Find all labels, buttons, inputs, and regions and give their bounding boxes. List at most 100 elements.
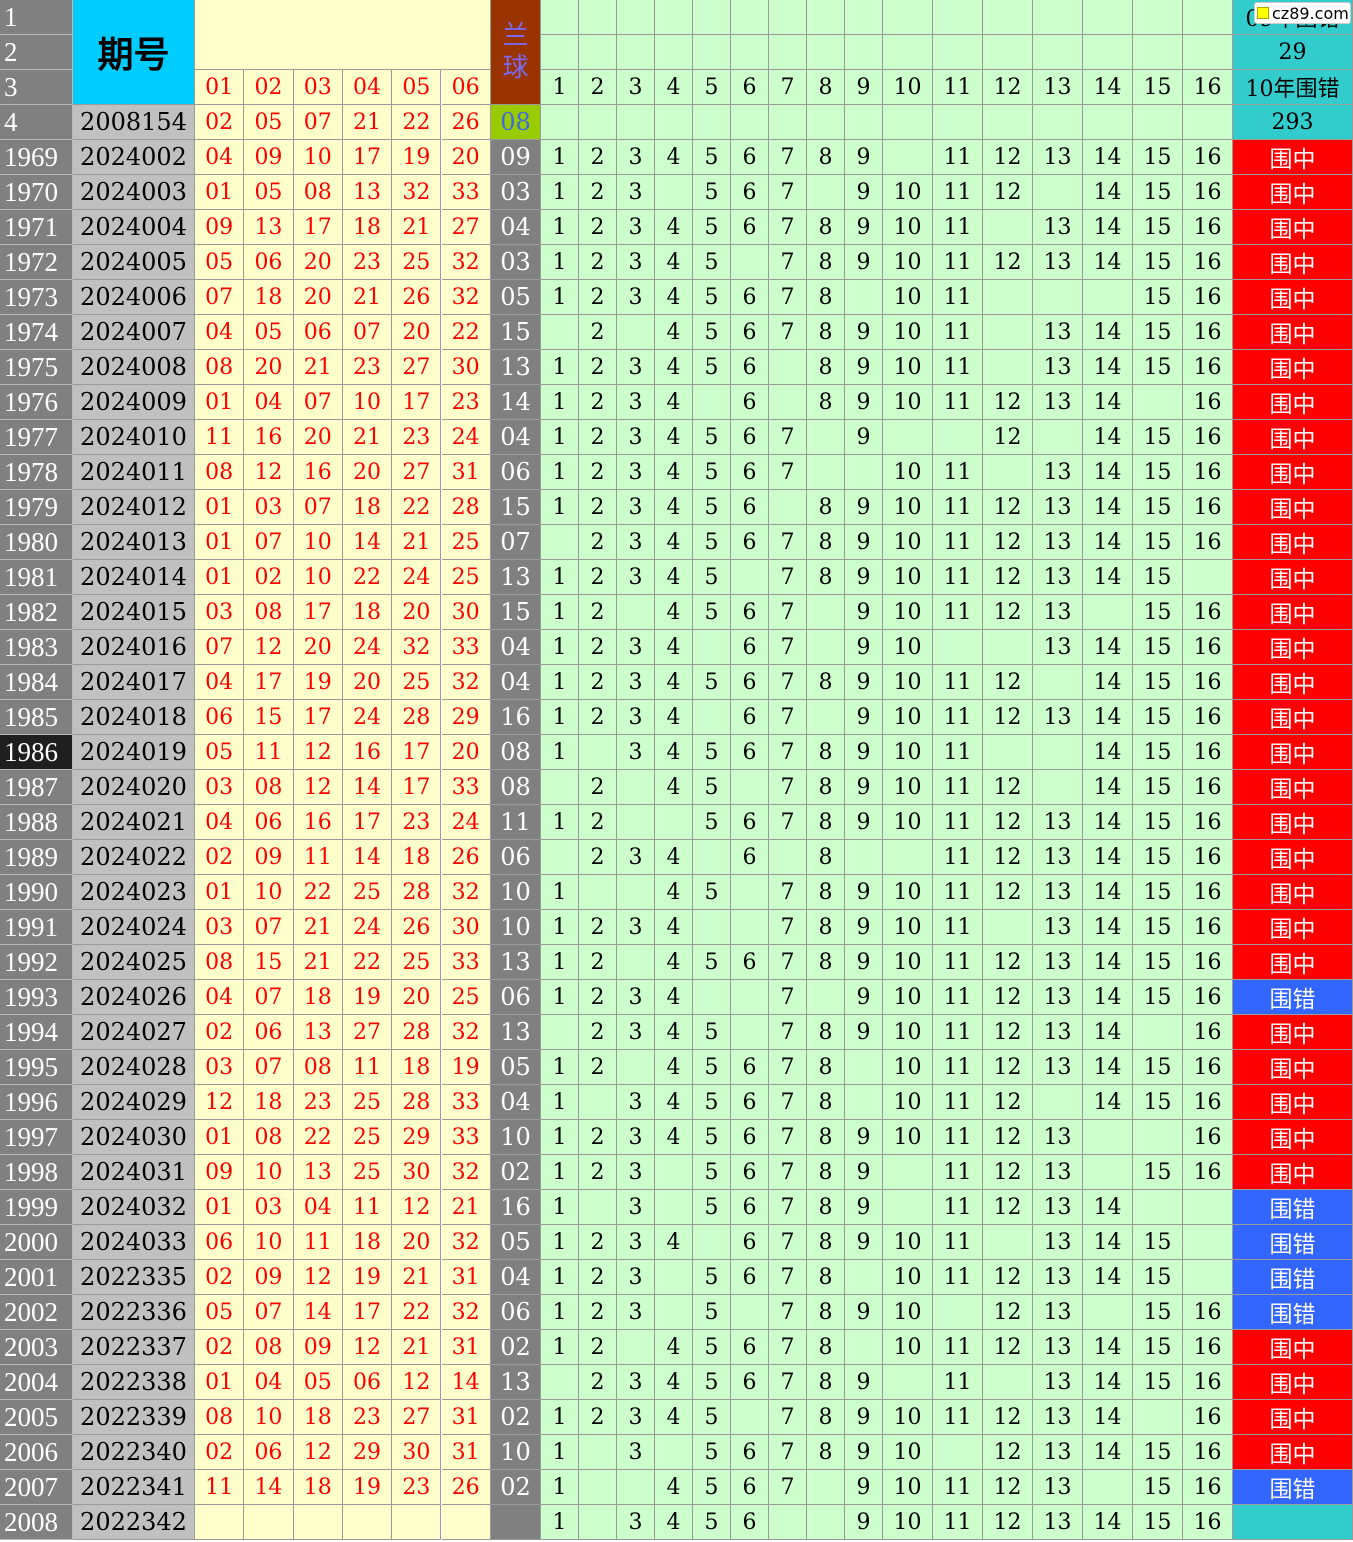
row-header[interactable]: 1987 xyxy=(0,770,73,805)
candidate-cell[interactable]: 12 xyxy=(983,1400,1033,1435)
row-header[interactable]: 1969 xyxy=(0,140,73,175)
candidate-cell[interactable]: 12 xyxy=(983,1470,1033,1505)
red-ball-cell[interactable]: 03 xyxy=(244,1190,294,1225)
candidate-cell[interactable]: 9 xyxy=(845,1295,883,1330)
grid-cell[interactable] xyxy=(693,105,731,140)
candidate-cell[interactable]: 16 xyxy=(1183,595,1233,630)
result-cell[interactable]: 围中 xyxy=(1233,770,1353,805)
candidate-cell[interactable]: 6 xyxy=(731,805,769,840)
red-ball-cell[interactable]: 12 xyxy=(293,1435,343,1470)
red-ball-cell[interactable]: 17 xyxy=(342,805,393,840)
candidate-cell[interactable]: 11 xyxy=(933,175,983,210)
issue-number[interactable]: 2022338 xyxy=(73,1365,195,1400)
row-header[interactable]: 4 xyxy=(0,105,73,140)
red-ball-cell[interactable]: 16 xyxy=(244,420,294,455)
red-ball-cell[interactable]: 18 xyxy=(293,1470,343,1505)
candidate-cell[interactable]: 13 xyxy=(1033,315,1083,350)
candidate-cell[interactable]: 5 xyxy=(693,770,731,805)
row-header[interactable]: 1975 xyxy=(0,350,73,385)
blue-ball-cell[interactable]: 08 xyxy=(491,735,541,770)
issue-number[interactable]: 2024013 xyxy=(73,525,195,560)
candidate-cell[interactable]: 7 xyxy=(769,1295,807,1330)
candidate-cell[interactable]: 2 xyxy=(579,175,617,210)
issue-number[interactable]: 2024016 xyxy=(73,630,195,665)
candidate-cell[interactable]: 8 xyxy=(807,770,845,805)
red-ball-cell[interactable]: 04 xyxy=(195,980,245,1015)
red-ball-cell[interactable]: 18 xyxy=(392,840,442,875)
candidate-cell[interactable] xyxy=(983,455,1033,490)
red-ball-cell[interactable]: 24 xyxy=(441,420,491,455)
red-ball-cell[interactable]: 05 xyxy=(195,245,245,280)
candidate-cell[interactable]: 6 xyxy=(731,420,769,455)
candidate-cell[interactable]: 8 xyxy=(807,385,845,420)
candidate-cell[interactable] xyxy=(807,630,845,665)
issue-number[interactable]: 2022340 xyxy=(73,1435,195,1470)
candidate-cell[interactable]: 2 xyxy=(579,770,617,805)
candidate-cell[interactable] xyxy=(541,315,579,350)
candidate-cell[interactable]: 16 xyxy=(1183,1330,1233,1365)
grid-cell[interactable] xyxy=(933,105,983,140)
candidate-cell[interactable]: 6 xyxy=(731,840,769,875)
candidate-cell[interactable]: 15 xyxy=(1133,910,1183,945)
candidate-cell[interactable]: 8 xyxy=(807,490,845,525)
candidate-cell[interactable]: 11 xyxy=(933,140,983,175)
red-ball-cell[interactable]: 22 xyxy=(441,315,491,350)
candidate-cell[interactable]: 11 xyxy=(933,1260,983,1295)
candidate-cell[interactable]: 14 xyxy=(1083,1505,1133,1540)
candidate-cell[interactable]: 6 xyxy=(731,350,769,385)
candidate-cell[interactable]: 2 xyxy=(579,280,617,315)
candidate-cell[interactable]: 10 xyxy=(883,1050,933,1085)
red-ball-cell[interactable]: 01 xyxy=(195,1120,245,1155)
candidate-cell[interactable]: 9 xyxy=(845,1505,883,1540)
candidate-cell[interactable]: 14 xyxy=(1083,1190,1133,1225)
candidate-cell[interactable]: 9 xyxy=(845,980,883,1015)
row-header[interactable]: 3 xyxy=(0,70,73,105)
issue-number[interactable]: 2024008 xyxy=(73,350,195,385)
candidate-cell[interactable]: 1 xyxy=(541,175,579,210)
candidate-cell[interactable]: 6 xyxy=(731,1330,769,1365)
candidate-cell[interactable] xyxy=(617,1470,655,1505)
red-ball-cell[interactable]: 12 xyxy=(392,1190,442,1225)
result-cell[interactable] xyxy=(1233,1505,1353,1540)
candidate-cell[interactable]: 9 xyxy=(845,175,883,210)
candidate-cell[interactable]: 5 xyxy=(693,140,731,175)
candidate-cell[interactable]: 5 xyxy=(693,280,731,315)
blue-ball-cell[interactable]: 03 xyxy=(491,175,541,210)
red-ball-cell[interactable]: 22 xyxy=(342,560,393,595)
red-ball-cell[interactable]: 32 xyxy=(441,245,491,280)
candidate-cell[interactable]: 5 xyxy=(693,875,731,910)
candidate-cell[interactable]: 12 xyxy=(983,805,1033,840)
candidate-cell[interactable]: 9 xyxy=(845,1155,883,1190)
candidate-cell[interactable] xyxy=(983,315,1033,350)
candidate-cell[interactable]: 11 xyxy=(933,1470,983,1505)
red-ball-cell[interactable]: 02 xyxy=(244,560,294,595)
red-ball-cell[interactable]: 22 xyxy=(342,945,393,980)
red-ball-cell[interactable]: 07 xyxy=(244,1295,294,1330)
red-ball-cell[interactable]: 11 xyxy=(195,1470,245,1505)
candidate-cell[interactable]: 12 xyxy=(983,840,1033,875)
red-ball-cell[interactable]: 06 xyxy=(293,315,343,350)
red-ball-cell[interactable]: 13 xyxy=(244,210,294,245)
candidate-cell[interactable]: 3 xyxy=(617,280,655,315)
candidate-cell[interactable]: 10 xyxy=(883,525,933,560)
result-cell[interactable]: 围错 xyxy=(1233,1225,1353,1260)
blue-ball-cell[interactable]: 02 xyxy=(491,1155,541,1190)
candidate-cell[interactable] xyxy=(983,630,1033,665)
grid-cell[interactable] xyxy=(1133,105,1183,140)
candidate-cell[interactable]: 14 xyxy=(1083,1050,1133,1085)
candidate-cell[interactable]: 5 xyxy=(693,945,731,980)
red-ball-cell[interactable]: 11 xyxy=(342,1050,393,1085)
red-ball-cell[interactable]: 27 xyxy=(342,1015,393,1050)
red-ball-cell[interactable]: 07 xyxy=(293,490,343,525)
red-ball-cell[interactable]: 19 xyxy=(441,1050,491,1085)
red-ball-cell[interactable]: 33 xyxy=(441,770,491,805)
candidate-cell[interactable]: 2 xyxy=(579,595,617,630)
red-ball-cell[interactable]: 02 xyxy=(195,1015,245,1050)
candidate-cell[interactable]: 4 xyxy=(655,630,693,665)
candidate-cell[interactable] xyxy=(579,1470,617,1505)
candidate-cell[interactable]: 10 xyxy=(883,875,933,910)
candidate-cell[interactable]: 5 xyxy=(693,1330,731,1365)
candidate-cell[interactable]: 16 xyxy=(1183,315,1233,350)
candidate-cell[interactable]: 15 xyxy=(1133,1085,1183,1120)
red-ball-cell[interactable]: 27 xyxy=(392,455,442,490)
